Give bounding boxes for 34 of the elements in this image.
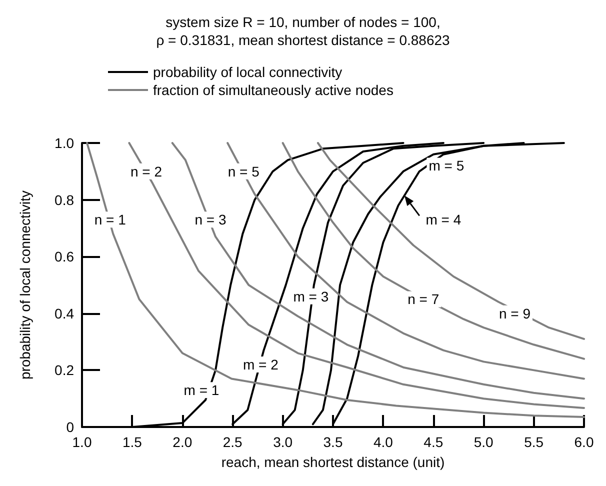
x-tick-label: 1.0	[72, 434, 92, 450]
annotation: n = 1	[94, 212, 126, 228]
x-tick-label: 5.0	[474, 434, 494, 450]
annotation: m = 4	[426, 212, 462, 228]
annotation: m = 5	[428, 158, 464, 174]
x-tick-label: 2.0	[172, 434, 192, 450]
annotation: n = 7	[408, 291, 440, 308]
annotation: m = 1	[184, 382, 220, 398]
annotation: m = 2	[243, 356, 279, 373]
x-tick-label: 3.5	[323, 434, 343, 450]
y-tick-label: 0.2	[54, 362, 74, 378]
x-tick-label: 2.5	[222, 434, 243, 450]
chart-subtitle: ρ = 0.31831, mean shortest distance = 0.88623	[156, 32, 450, 48]
x-tick-label: 3.0	[273, 434, 293, 450]
x-tick-label: 1.5	[122, 434, 142, 450]
annotation: n = 5	[228, 163, 260, 180]
annotation: m = 3	[293, 288, 329, 304]
y-tick-label: 1.0	[54, 135, 74, 151]
y-axis-title: probability of local connectivity	[17, 190, 33, 380]
x-axis-title: reach, mean shortest distance (unit)	[221, 454, 445, 470]
y-tick-label: 0	[66, 419, 74, 435]
annotation: n = 9	[498, 305, 531, 322]
x-tick-label: 4.5	[424, 434, 444, 450]
x-tick-label: 4.0	[373, 434, 394, 450]
x-tick-label: 6.0	[574, 434, 594, 450]
annotation: n = 2	[130, 163, 162, 180]
y-tick-label: 0.6	[54, 248, 74, 265]
y-tick-label: 0.4	[54, 305, 74, 322]
annotation: n = 3	[194, 212, 226, 228]
x-tick-label: 5.5	[524, 434, 544, 450]
legend-label: fraction of simultaneously active nodes	[153, 82, 394, 98]
y-tick-label: 0.8	[54, 192, 74, 208]
chart-title: system size R = 10, number of nodes = 100,	[166, 14, 440, 30]
legend-label: probability of local connectivity	[153, 64, 342, 80]
